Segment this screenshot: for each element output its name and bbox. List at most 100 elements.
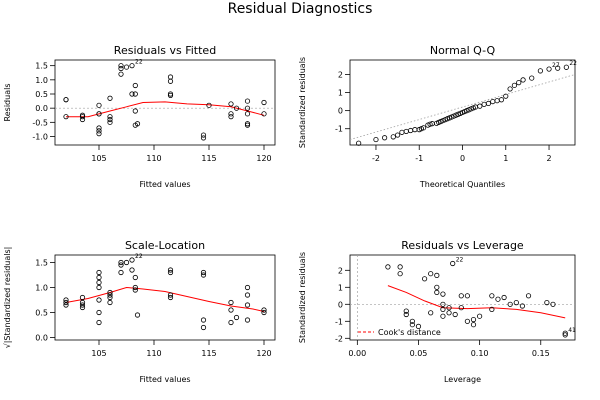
plot-frame bbox=[54, 254, 276, 341]
data-point bbox=[107, 299, 113, 306]
data-point bbox=[503, 93, 509, 99]
plot-frame bbox=[349, 254, 576, 341]
data-point bbox=[403, 308, 409, 314]
data-point bbox=[167, 91, 174, 97]
data-point bbox=[458, 305, 464, 311]
y-tick-label: -0.5 bbox=[32, 118, 48, 127]
data-point bbox=[107, 292, 113, 298]
data-point bbox=[129, 63, 135, 69]
point-label: 27 bbox=[552, 62, 560, 69]
data-point bbox=[96, 284, 102, 291]
data-point bbox=[63, 302, 69, 308]
data-point bbox=[477, 313, 483, 319]
data-point bbox=[129, 257, 135, 263]
data-point bbox=[537, 68, 543, 74]
x-tick-label: 120 bbox=[256, 349, 271, 358]
data-point bbox=[134, 121, 141, 127]
x-axis-label: Fitted values bbox=[139, 180, 190, 189]
data-point bbox=[96, 128, 102, 134]
data-point bbox=[167, 269, 174, 276]
x-tick-label: -1 bbox=[415, 154, 423, 163]
data-point bbox=[132, 274, 138, 281]
data-point bbox=[490, 98, 496, 105]
data-point bbox=[434, 272, 440, 278]
data-point bbox=[96, 297, 102, 303]
data-point bbox=[107, 294, 113, 301]
data-point bbox=[464, 293, 470, 299]
panel-4: Residuals vs Leverage 0.00 0.05 0.10 0.15 -2 -… bbox=[298, 239, 576, 384]
y-tick-label: 1 bbox=[338, 283, 343, 292]
data-point bbox=[244, 111, 251, 117]
data-point bbox=[498, 97, 505, 103]
data-point bbox=[420, 125, 427, 131]
data-point bbox=[79, 114, 86, 120]
data-point bbox=[118, 71, 124, 77]
data-point bbox=[440, 301, 446, 307]
data-point bbox=[200, 272, 207, 278]
data-point bbox=[555, 65, 561, 71]
data-point bbox=[96, 125, 102, 131]
data-point bbox=[132, 91, 138, 97]
data-point bbox=[507, 86, 513, 92]
data-point bbox=[489, 306, 495, 312]
data-point bbox=[440, 306, 446, 312]
point-label: 22 bbox=[456, 257, 464, 264]
data-point bbox=[200, 317, 207, 323]
data-point bbox=[399, 129, 405, 135]
data-point bbox=[356, 140, 362, 146]
data-point bbox=[397, 271, 403, 277]
y-tick-label: -2 bbox=[335, 334, 343, 343]
data-point bbox=[440, 313, 446, 319]
data-point bbox=[450, 260, 456, 267]
x-tick-label: -2 bbox=[372, 154, 380, 163]
data-point bbox=[132, 287, 138, 293]
data-point bbox=[228, 307, 234, 313]
data-point bbox=[167, 292, 174, 298]
data-point bbox=[96, 111, 102, 117]
data-point bbox=[244, 284, 251, 291]
data-point bbox=[244, 122, 251, 128]
y-tick-label: 0.5 bbox=[35, 309, 48, 318]
data-point bbox=[118, 65, 124, 72]
panel-lines bbox=[350, 74, 575, 140]
data-point bbox=[132, 284, 138, 291]
data-point bbox=[118, 63, 124, 69]
y-tick-label: 1.5 bbox=[35, 259, 48, 268]
data-point bbox=[520, 77, 526, 83]
panel-2: Normal Q-Q -2 -1 0 1 2 -1 0 1 2 Theoretical Quanti… bbox=[298, 44, 577, 189]
data-point bbox=[511, 82, 518, 88]
y-axis-label: Standardized residuals bbox=[298, 57, 307, 148]
data-point bbox=[507, 301, 513, 307]
data-point bbox=[403, 311, 409, 318]
x-axis-label: Fitted values bbox=[139, 375, 190, 384]
data-point bbox=[415, 323, 422, 329]
data-point bbox=[390, 134, 396, 140]
data-point bbox=[434, 289, 440, 295]
data-point bbox=[96, 309, 102, 316]
data-point bbox=[261, 111, 267, 117]
data-point bbox=[394, 132, 401, 138]
data-point bbox=[452, 311, 458, 318]
data-point bbox=[244, 317, 251, 323]
panel-title: Residuals vs Leverage bbox=[401, 239, 524, 252]
x-tick-label: 0 bbox=[460, 154, 465, 163]
data-point bbox=[382, 135, 388, 141]
data-point bbox=[79, 299, 86, 306]
y-tick-label: 1 bbox=[338, 89, 343, 98]
data-point bbox=[470, 322, 477, 328]
x-axis-label: Theoretical Quantiles bbox=[419, 180, 505, 189]
data-point bbox=[228, 111, 234, 117]
x-tick-label: 105 bbox=[91, 349, 106, 358]
data-point bbox=[96, 319, 102, 326]
qq-reference-line bbox=[350, 74, 575, 140]
data-point bbox=[501, 294, 507, 301]
data-point bbox=[228, 319, 234, 326]
data-point bbox=[458, 293, 464, 299]
data-point bbox=[206, 102, 212, 108]
y-tick-label: 2 bbox=[338, 70, 343, 79]
data-point bbox=[546, 66, 552, 72]
data-point bbox=[96, 279, 102, 286]
y-tick-label: -1 bbox=[335, 317, 343, 326]
x-tick-label: 105 bbox=[91, 154, 106, 163]
